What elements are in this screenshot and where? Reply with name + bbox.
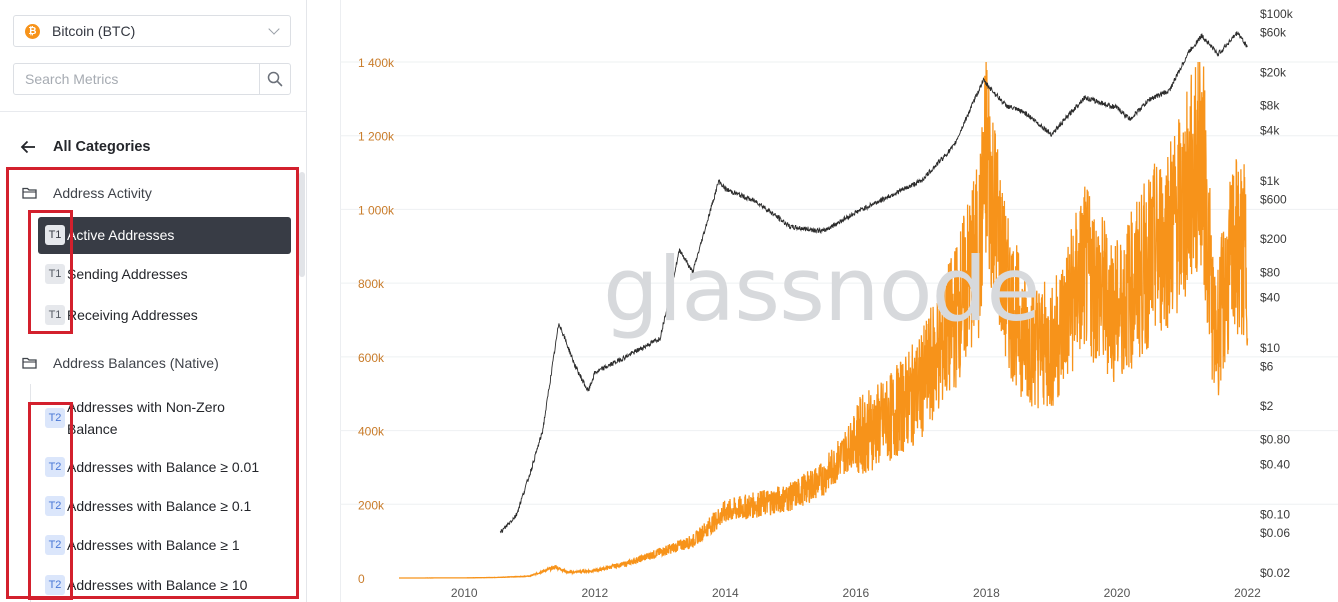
y-left-tick-label: 800k <box>358 277 385 291</box>
x-tick-label: 2014 <box>712 586 739 600</box>
metric-active-addresses[interactable]: T1 Active Addresses <box>38 217 291 254</box>
y-right-tick-label: $4k <box>1260 124 1280 138</box>
arrow-left-icon <box>20 140 35 154</box>
x-tick-label: 2010 <box>451 586 478 600</box>
search-icon <box>267 71 283 87</box>
search-box <box>13 63 291 95</box>
metric-addresses-balance-0-01[interactable]: T2 Addresses with Balance ≥ 0.01 <box>38 457 291 479</box>
chart-area[interactable]: 0 200k 400k 600k 800k 1 000k 1 200k 1 400k $0.0… <box>340 0 1338 602</box>
back-to-all-categories[interactable]: All Categories <box>20 136 151 158</box>
y-right-tick-label: $1k <box>1260 174 1280 188</box>
y-right-tick-label: $8k <box>1260 99 1280 113</box>
metric-label: Addresses with Balance ≥ 10 <box>67 577 248 593</box>
folder-icon <box>22 187 37 199</box>
tier-badge: T2 <box>45 457 65 477</box>
y-right-tick-label: $0.06 <box>1260 526 1290 540</box>
chart-left-border <box>340 0 341 602</box>
annotation-highlight-t2 <box>28 402 73 600</box>
annotation-highlight-list <box>6 167 299 599</box>
category-label: Address Balances (Native) <box>53 355 219 371</box>
y-right-tick-label: $40 <box>1260 291 1280 305</box>
metric-addresses-balance-0-1[interactable]: T2 Addresses with Balance ≥ 0.1 <box>38 496 291 518</box>
tier-badge: T2 <box>45 496 65 516</box>
y-right-tick-label: $20k <box>1260 65 1287 79</box>
search-button[interactable] <box>259 64 290 94</box>
x-tick-label: 2020 <box>1104 586 1131 600</box>
tier-badge: T1 <box>45 264 65 284</box>
y-right-tick-label: $10 <box>1260 341 1280 355</box>
metric-label: Addresses with Balance ≥ 0.1 <box>67 498 252 514</box>
y-right-tick-label: $80 <box>1260 265 1280 279</box>
y-right-tick-label: $0.80 <box>1260 432 1290 446</box>
metric-label: Addresses with Balance ≥ 0.01 <box>67 459 260 475</box>
tier-badge: T2 <box>45 408 65 428</box>
metric-sending-addresses[interactable]: T1 Sending Addresses <box>38 264 291 288</box>
metric-label: Addresses with Balance ≥ 1 <box>67 537 240 553</box>
metric-label: Receiving Addresses <box>67 307 198 323</box>
y-right-tick-label: $600 <box>1260 192 1287 206</box>
folder-icon <box>22 357 37 369</box>
y-left-tick-label: 1 000k <box>358 203 395 217</box>
metric-label: Addresses with Non-Zero Balance <box>67 399 225 437</box>
y-left-tick-label: 1 400k <box>358 56 395 70</box>
y-right-tick-label: $6 <box>1260 359 1274 373</box>
price-series-line <box>499 31 1248 534</box>
metric-label: Sending Addresses <box>67 266 188 282</box>
category-address-balances-native[interactable]: Address Balances (Native) <box>22 353 219 373</box>
tier-badge: T1 <box>45 305 65 325</box>
metric-addresses-balance-1[interactable]: T2 Addresses with Balance ≥ 1 <box>38 535 291 557</box>
all-categories-label: All Categories <box>53 139 151 155</box>
metric-receiving-addresses[interactable]: T1 Receiving Addresses <box>38 305 291 329</box>
x-tick-label: 2018 <box>973 586 1000 600</box>
y-right-tick-label: $0.02 <box>1260 566 1290 580</box>
search-input[interactable] <box>14 64 259 94</box>
asset-selector-label: Bitcoin (BTC) <box>52 23 136 39</box>
tier-badge: T1 <box>45 225 65 245</box>
tier-badge: T2 <box>45 575 65 595</box>
active-addresses-series-line <box>399 61 1249 579</box>
category-label: Address Activity <box>53 185 152 201</box>
y-left-tick-label: 400k <box>358 425 385 439</box>
asset-selector[interactable]: ₿ Bitcoin (BTC) <box>13 15 291 47</box>
x-tick-label: 2016 <box>843 586 870 600</box>
x-tick-label: 2022 <box>1234 586 1261 600</box>
y-left-tick-label: 600k <box>358 351 385 365</box>
bitcoin-icon: ₿ <box>25 23 40 39</box>
annotation-highlight-t1 <box>28 210 73 334</box>
metric-addresses-non-zero-balance[interactable]: T2 Addresses with Non-Zero Balance <box>38 396 291 440</box>
y-left-tick-label: 200k <box>358 498 385 512</box>
sidebar-scrollbar[interactable] <box>299 172 305 277</box>
metric-label: Active Addresses <box>67 227 175 243</box>
category-address-activity[interactable]: Address Activity <box>22 183 152 203</box>
y-right-tick-label: $2 <box>1260 399 1274 413</box>
y-right-tick-label: $200 <box>1260 232 1287 246</box>
sidebar: ₿ Bitcoin (BTC) All Categories Address A… <box>0 0 307 602</box>
y-right-tick-label: $60k <box>1260 26 1287 40</box>
y-left-tick-label: 1 200k <box>358 130 395 144</box>
tier-badge: T2 <box>45 535 65 555</box>
chevron-down-icon <box>268 23 280 35</box>
x-tick-label: 2012 <box>581 586 608 600</box>
sidebar-divider <box>0 111 306 112</box>
y-left-tick-label: 0 <box>358 572 365 586</box>
y-right-tick-label: $100k <box>1260 7 1294 21</box>
y-right-tick-label: $0.40 <box>1260 457 1290 471</box>
chart-svg: 0 200k 400k 600k 800k 1 000k 1 200k 1 400k $0.0… <box>340 7 1338 600</box>
y-right-tick-label: $0.10 <box>1260 508 1290 522</box>
metric-addresses-balance-10[interactable]: T2 Addresses with Balance ≥ 10 <box>38 575 291 597</box>
